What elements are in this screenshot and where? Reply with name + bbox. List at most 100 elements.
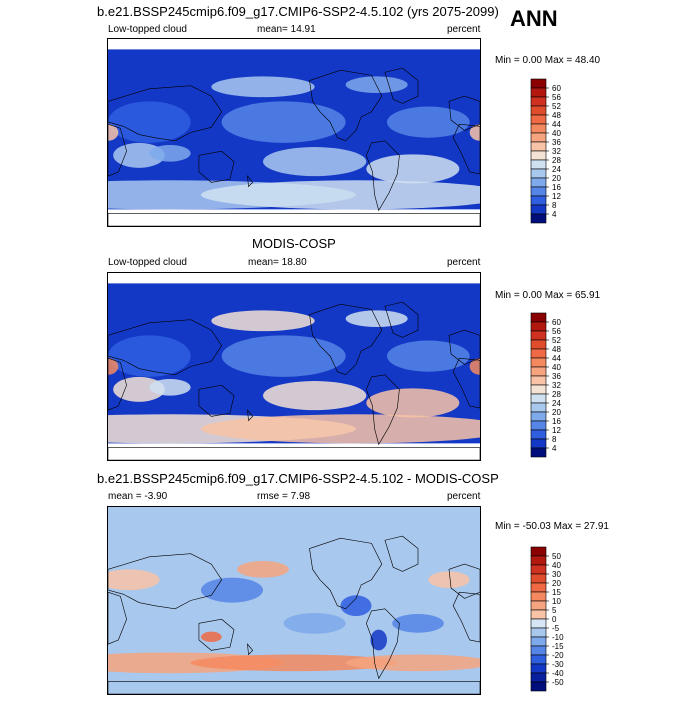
panel-3-mean-label: mean = -3.90 [108,491,168,502]
colorbar-1-label: 40 [552,129,561,138]
colorbar-3-box [530,663,547,674]
colorbar-1-box [530,213,547,224]
colorbar-1-label: 20 [552,174,561,183]
panel-3-title: b.e21.BSSP245cmip6.f09_g17.CMIP6-SSP2-4.… [97,471,499,486]
colorbar-1-box [530,204,547,215]
field-1-region [108,124,119,141]
panel-2-units-label: percent [447,257,481,268]
colorbar-2-box [530,438,547,449]
panel-2-mean-label: mean= 18.80 [248,257,307,268]
colorbar-1-box [530,168,547,179]
field-3-region [370,629,387,651]
field-1-region [387,106,470,138]
coastline [448,563,480,599]
colorbar-3-label: 30 [552,570,561,579]
colorbar-2-label: 28 [552,390,561,399]
colorbar-3-box [530,681,547,692]
colorbar-3-box [530,645,547,656]
coastline [309,303,383,376]
coastline [198,618,235,651]
panel-1-variable-label: Low-topped cloud [108,24,187,35]
coastline [108,213,480,226]
colorbar-1-box [530,123,547,134]
panel-2-map [107,272,481,461]
field-1-region [345,76,408,94]
colorbar-2-box [530,411,547,422]
coastline [452,591,480,643]
field-1-region [366,154,460,184]
colorbar-3-label: -10 [552,633,564,642]
colorbar-3-box [530,555,547,566]
colorbar-1-box [530,114,547,125]
colorbar-2-label: 4 [552,444,557,453]
colorbar-2-box [530,375,547,386]
colorbar-2-box [530,366,547,377]
colorbar-1-box [530,177,547,188]
colorbar-3-label: 40 [552,561,561,570]
colorbar-3-label: 10 [552,597,561,606]
field-2-region [366,388,460,418]
colorbar-3-box [530,582,547,593]
colorbar-2-label: 8 [552,435,557,444]
colorbar-1-label: 32 [552,147,561,156]
coastline [108,85,223,142]
colorbar-2-label: 56 [552,327,561,336]
coastline [366,140,400,212]
coastline [247,409,254,422]
coastline [198,150,235,183]
colorbar-3-label: 50 [552,552,561,561]
colorbar-2-box [530,339,547,350]
colorbar-2-label: 20 [552,408,561,417]
field-2-region [387,340,470,372]
field-2-region [108,358,119,375]
colorbar-1-label: 60 [552,84,561,93]
panel-1-title: b.e21.BSSP245cmip6.f09_g17.CMIP6-SSP2-4.… [97,4,499,19]
colorbar-2-label: 16 [552,417,561,426]
colorbar-1-box [530,96,547,107]
coastline [452,357,480,409]
field-3-region [283,612,346,634]
coastline [247,175,254,188]
field-3-region [340,595,372,617]
coastline [108,319,223,376]
coastline [309,537,383,610]
field-1-region [469,124,480,141]
coastline [247,643,254,656]
field-2-region [221,335,346,377]
field-2-region [149,378,191,396]
coastline [108,553,223,610]
field-3-region [139,612,222,630]
colorbar-2-label: 12 [552,426,561,435]
colorbar-2-box [530,393,547,404]
panel-1-map [107,38,481,227]
coastline [309,69,383,142]
panel-2-minmax: Min = 0.00 Max = 65.91 [495,290,601,301]
colorbar-1-box [530,132,547,143]
field-3-region [201,577,263,603]
coastline [108,591,127,645]
colorbar-2-box [530,429,547,440]
coastline [366,374,400,446]
field-1-region [221,101,346,143]
field-1-missing-south [108,209,480,226]
colorbar-3-box [530,654,547,665]
colorbar-1-box [530,186,547,197]
coastline [366,608,400,680]
colorbar-2-box [530,330,547,341]
colorbar-1-label: 52 [552,102,561,111]
field-1-region [149,144,191,162]
colorbar-2-box [530,348,547,359]
colorbar-1-label: 36 [552,138,561,147]
colorbar-2-label: 36 [552,372,561,381]
colorbar-2-box [530,384,547,395]
colorbar-2-box [530,357,547,368]
colorbar-2-box [530,447,547,458]
panel-2-field [108,273,480,460]
field-3-region [237,561,289,578]
colorbar-1-label: 12 [552,192,561,201]
colorbar-1-label: 56 [552,93,561,102]
colorbar-1-box [530,87,547,98]
colorbar-1-box [530,141,547,152]
